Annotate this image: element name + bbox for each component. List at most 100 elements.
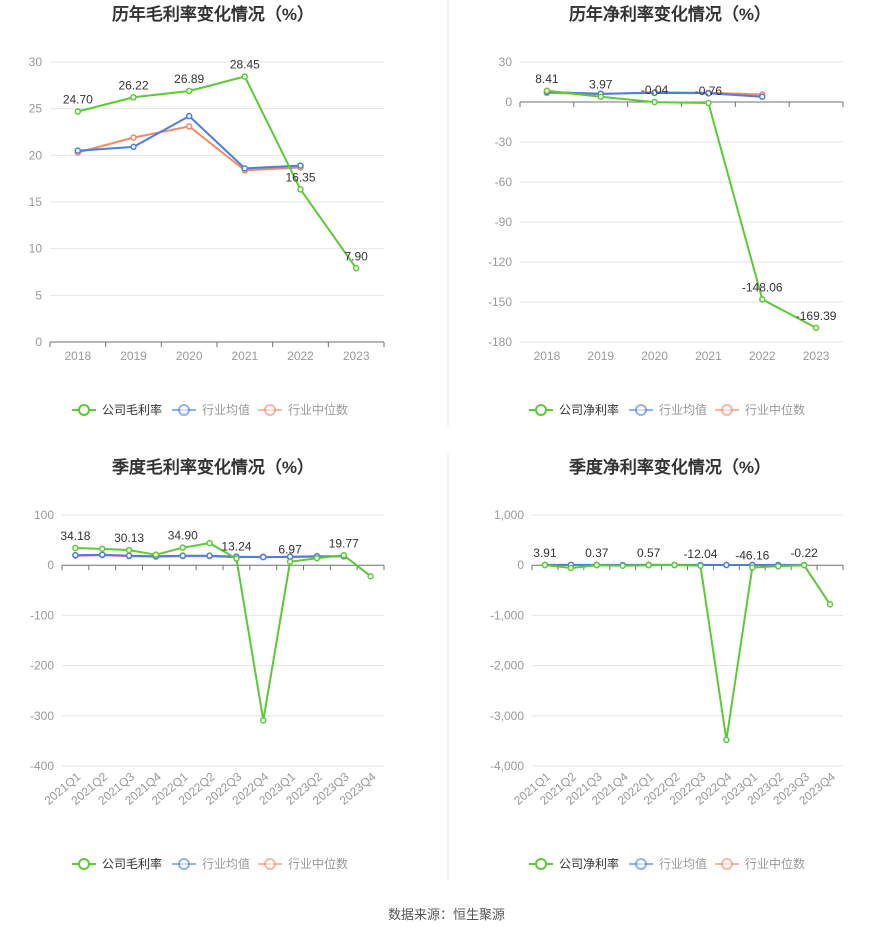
chart-1-series-industry_avg-point [705,90,712,97]
chart-1-xtick-label: 2022 [749,349,776,363]
chart-1-data-label: -0.76 [695,84,723,98]
chart-3-series-company-point [826,601,834,608]
chart-3-data-label: 3.91 [533,546,557,560]
chart-3-data-label: -46.16 [735,549,769,563]
chart-1-ytick-label: -60 [495,175,513,189]
chart-2-data-label: 34.18 [60,529,90,543]
chart-2-series-industry_avg-point [72,551,79,559]
chart-1-ytick-label: -150 [488,295,512,309]
chart-0-ytick-label: 30 [29,55,43,69]
chart-1-data-label: -0.04 [641,83,669,97]
chart-1-xtick-label: 2018 [534,349,561,363]
legend-company-marker [78,858,90,870]
chart-3-ytick-label: -4,000 [490,759,524,773]
chart-0-ytick-label: 15 [29,195,43,209]
chart-2-series-industry_avg-point [125,552,133,559]
chart-1-title: 历年净利率变化情况（%） [569,4,771,24]
chart-3-series-company-line [544,564,831,741]
chart-1-ytick-label: -30 [495,135,513,149]
legend-industry_avg-label: 行业均值 [202,402,250,417]
chart-3-series-company-point [567,564,575,572]
chart-0-xtick-label: 2018 [64,349,91,363]
chart-1-series-company-point [597,93,604,100]
legend-industry_median-label: 行业中位数 [745,856,805,871]
chart-0-series-industry_median-point [185,123,193,130]
chart-1-ytick-label: -120 [488,255,512,269]
chart-2-series-company-point [340,552,347,559]
chart-1-series-company-point [651,98,658,106]
chart-3-series-company-point [541,561,549,569]
chart-0-series-industry_avg-point [297,162,304,169]
chart-2-series-company-line [75,542,372,722]
chart-2-series-industry_avg-point [260,553,267,561]
chart-3-series-company-point [749,564,756,571]
chart-2-series-industry_avg-point [179,552,186,559]
chart-2-data-label: 30.13 [114,531,144,545]
chart-0-data-label: 16.35 [285,170,315,184]
chart-0-series-industry_median-point [130,134,137,141]
chart-2-data-label: 13.24 [221,540,251,554]
chart-0-ytick-label: 10 [29,242,43,256]
chart-0-xtick-label: 2023 [343,349,370,363]
chart-2-series-company-point [152,551,160,558]
chart-3-series-company-point [800,561,808,569]
chart-2-data-label: 19.77 [329,536,359,550]
legend-company-label: 公司毛利率 [102,856,162,871]
chart-2-ytick-label: 100 [34,508,54,522]
legend-company-label: 公司净利率 [559,856,619,871]
chart-0-series-industry_avg-point [241,165,249,172]
chart-1-series-company-line [546,89,817,329]
chart-0-data-label: 7.90 [344,249,368,263]
chart-2-series-company-point [233,555,240,562]
chart-0-ytick-label: 0 [35,335,42,349]
chart-1-data-label: 8.41 [535,72,559,86]
chart-0-data-label: 28.45 [230,57,260,71]
chart-1-ytick-label: 0 [505,95,512,109]
chart-3-series-company-point [697,562,704,570]
chart-2-ytick-label: -100 [30,608,54,622]
data-source-note: 数据来源：恒生聚源 [387,908,505,923]
legend-company-marker [78,404,90,416]
chart-0-xtick-label: 2022 [287,349,314,363]
chart-1-series-industry_avg-point [651,89,658,97]
chart-3-series-company-point [723,736,730,744]
chart-2-series-industry_avg-point [206,552,213,559]
chart-0-series-industry_avg-point [74,147,82,154]
legend-industry_avg-marker [178,858,190,870]
chart-3-data-label: 0.57 [637,546,661,560]
chart-2-series-company-point [313,554,321,562]
chart-0-data-label: 26.22 [118,78,148,92]
chart-2-data-label: 6.97 [278,543,302,557]
chart-3-series-company-point [619,562,626,569]
chart-0-series-company-point [185,87,193,95]
chart-3-ytick-label: -2,000 [490,659,524,673]
chart-0-series-company-point [130,94,137,101]
chart-3-series-company-point [593,561,601,569]
legend-industry_avg-label: 行业均值 [202,856,250,871]
charts-canvas: 历年毛利率变化情况（%） 0 5 10 15 20 25 30 2018 2019 2020 2021… [29,0,844,880]
chart-3-series-company-point [671,561,678,569]
legend-industry_avg-label: 行业均值 [659,402,707,417]
legend-industry_avg-marker [635,404,647,416]
legend-industry_median-label: 行业中位数 [745,402,805,417]
chart-1-xtick-label: 2019 [587,349,614,363]
legend-company-label: 公司毛利率 [102,402,162,417]
chart-3-ytick-label: -1,000 [490,608,524,622]
chart-1-xtick-label: 2021 [695,349,722,363]
chart-1-series-company-point [812,324,820,332]
chart-0-xtick-label: 2019 [120,349,147,363]
legend-industry_median-marker [721,858,733,870]
chart-2-series-company-point [367,572,374,580]
legend-industry_avg-marker [635,858,647,870]
chart-0-series-industry_avg-point [185,112,193,120]
chart-1-xtick-label: 2023 [803,349,830,363]
chart-0-xtick-label: 2021 [231,349,258,363]
legend-industry_median-marker [264,858,276,870]
chart-2-series-company-point [206,539,213,547]
chart-2-ytick-label: -400 [30,759,54,773]
chart-1-series-company-point [705,99,712,107]
chart-1-data-label: -169.39 [796,309,837,323]
chart-3-series-company-point [774,562,782,570]
legend-industry_avg-marker [178,404,190,416]
chart-1-series-industry_avg-point [759,93,766,100]
